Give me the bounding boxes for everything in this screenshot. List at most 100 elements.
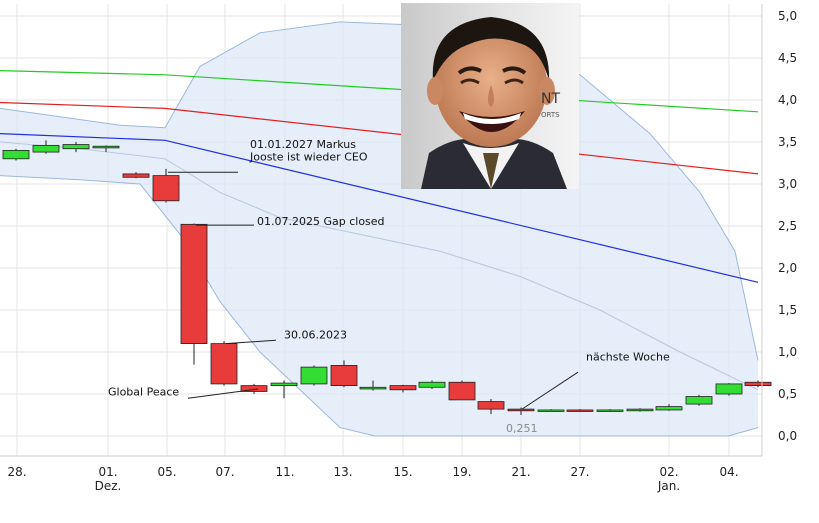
portrait-image: NT ORTS (401, 3, 579, 189)
candle-body (418, 381, 446, 388)
x-tick-label: 19. (452, 465, 471, 479)
candle-body (122, 173, 150, 178)
x-tick-label: 05. (157, 465, 176, 479)
moving-average-line (0, 133, 759, 283)
bollinger-upper-line (0, 21, 759, 361)
candle (477, 399, 505, 415)
candle (152, 168, 180, 203)
candle-body (152, 175, 180, 202)
candle (596, 409, 624, 412)
annotation-label: Global Peace (108, 386, 179, 399)
candle-body (330, 365, 358, 387)
x-tick-label: 13. (333, 465, 352, 479)
axes: 5,04,54,03,53,02,52,01,51,00,50,028. 01. 0… (0, 4, 797, 493)
candle (655, 404, 683, 411)
candle (507, 407, 535, 415)
y-tick-label: 2,5 (778, 219, 797, 233)
candle-body (507, 408, 535, 412)
candle (32, 140, 60, 154)
candle (359, 380, 387, 391)
y-tick-label: 5,0 (778, 9, 797, 23)
candle (62, 142, 90, 153)
bollinger-middle-line (0, 141, 759, 391)
candle (685, 394, 713, 406)
y-tick-label: 4,5 (778, 51, 797, 65)
candle-body (685, 396, 713, 405)
candle-body (210, 343, 238, 385)
bollinger-band (0, 21, 759, 437)
bollinger-lower-line (0, 175, 759, 437)
y-tick-label: 0,5 (778, 387, 797, 401)
candle (744, 380, 772, 388)
candle (418, 380, 446, 389)
candle (122, 172, 150, 179)
annotation-leader (225, 339, 277, 345)
y-tick-label: 4,0 (778, 93, 797, 107)
candle (566, 409, 594, 412)
candle (330, 360, 358, 388)
candle (300, 365, 328, 386)
candle (270, 380, 298, 399)
candle-body (32, 144, 60, 153)
svg-text:ORTS: ORTS (541, 111, 560, 119)
x-tick-label: 21. (511, 465, 530, 479)
annotation-label: 30.06.2023 (284, 329, 347, 342)
candle (240, 383, 268, 394)
x-month-label: Dez. (95, 479, 122, 493)
candle-body (448, 381, 476, 401)
candle-body (596, 409, 624, 412)
annotation-label: 01.01.2027 Markus (250, 138, 356, 151)
x-tick-label: 01. (98, 465, 117, 479)
x-tick-label: 11. (275, 465, 294, 479)
x-tick-label: 07. (215, 465, 234, 479)
candle (2, 148, 30, 161)
candle (389, 384, 417, 393)
x-tick-label: 28. (7, 465, 26, 479)
y-tick-label: 1,0 (778, 345, 797, 359)
candle-body (270, 382, 298, 386)
candle (180, 223, 208, 365)
x-month-label: Jan. (657, 479, 680, 493)
candle-body (300, 366, 328, 385)
y-tick-label: 3,5 (778, 135, 797, 149)
candle-body (389, 385, 417, 391)
candles (2, 140, 772, 415)
candle-body (62, 144, 90, 150)
candle-body (744, 381, 772, 386)
annotation-label: nächste Woche (586, 350, 670, 363)
x-tick-label: 02. (659, 465, 678, 479)
x-tick-label: 04. (719, 465, 738, 479)
candle (210, 341, 238, 386)
portrait-photo: NT ORTS (401, 3, 579, 189)
annotation-label: 01.07.2025 Gap closed (257, 215, 385, 228)
svg-text:NT: NT (541, 91, 560, 107)
candle-body (715, 383, 743, 395)
candle (448, 380, 476, 401)
y-tick-label: 3,0 (778, 177, 797, 191)
x-tick-label: 27. (570, 465, 589, 479)
candle-body (180, 223, 208, 345)
candle-body (92, 145, 120, 149)
candle-body (655, 406, 683, 411)
x-tick-label: 15. (393, 465, 412, 479)
annotation-leader (521, 371, 579, 410)
candle-body (240, 385, 268, 392)
candle (537, 409, 565, 412)
annotation-leader (187, 388, 259, 399)
y-tick-label: 2,0 (778, 261, 797, 275)
candle-body (537, 409, 565, 412)
annotation-label: Jooste ist wieder CEO (249, 150, 368, 163)
candle-body (566, 409, 594, 412)
bollinger-fill (0, 21, 758, 437)
candle-body (626, 408, 654, 412)
candle-body (2, 149, 30, 160)
y-tick-label: 0,0 (778, 429, 797, 443)
candle (715, 383, 743, 396)
candle-body (359, 386, 387, 390)
candle (626, 408, 654, 412)
candle (92, 145, 120, 153)
candle-body (477, 401, 505, 410)
last-value-label: 0,251 (506, 422, 538, 435)
